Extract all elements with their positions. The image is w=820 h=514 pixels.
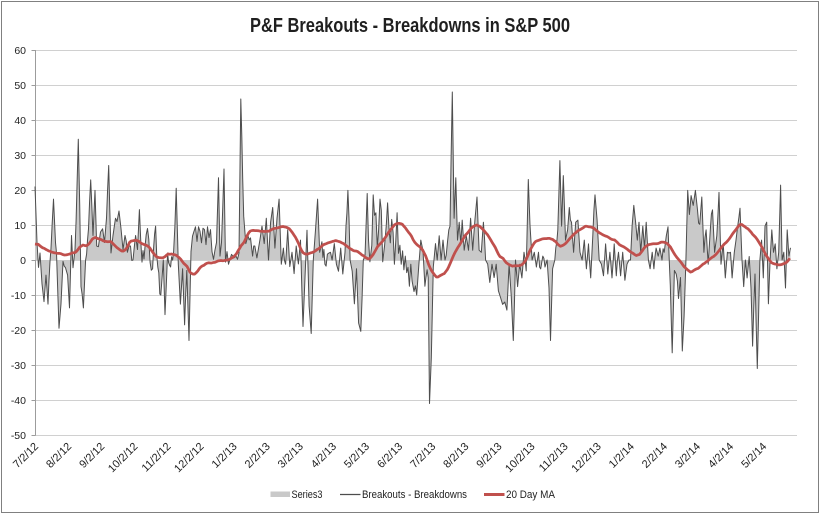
svg-text:Breakouts - Breakdowns: Breakouts - Breakdowns xyxy=(362,489,467,501)
svg-text:P&F Breakouts - Breakdowns in: P&F Breakouts - Breakdowns in S&P 500 xyxy=(250,15,570,37)
svg-text:10: 10 xyxy=(14,220,26,232)
svg-text:Series3: Series3 xyxy=(292,489,323,501)
svg-text:-20: -20 xyxy=(11,325,26,337)
svg-text:30: 30 xyxy=(14,150,26,162)
svg-text:50: 50 xyxy=(14,80,26,92)
svg-text:-10: -10 xyxy=(11,290,26,302)
svg-text:20 Day MA: 20 Day MA xyxy=(506,489,556,501)
svg-text:0: 0 xyxy=(20,255,26,267)
svg-text:40: 40 xyxy=(14,115,26,127)
svg-text:-40: -40 xyxy=(11,395,26,407)
svg-text:-50: -50 xyxy=(11,430,26,442)
svg-text:60: 60 xyxy=(14,45,26,57)
svg-text:-30: -30 xyxy=(11,360,26,372)
svg-text:20: 20 xyxy=(14,185,26,197)
